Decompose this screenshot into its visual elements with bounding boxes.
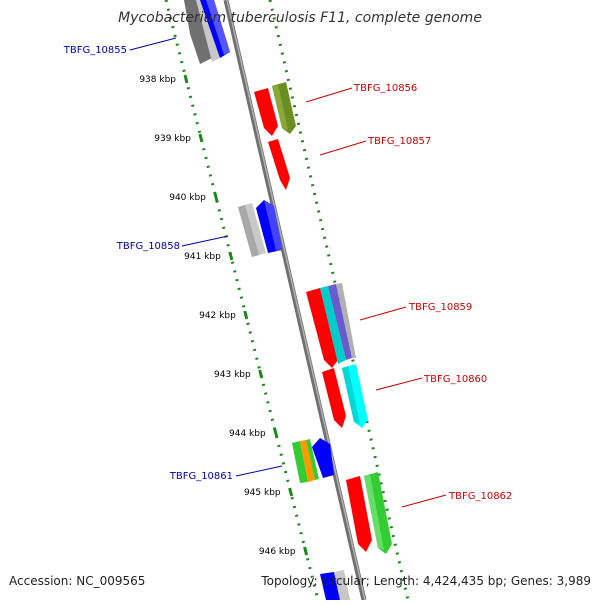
leader-tbfg-10860: [375, 377, 423, 391]
kbp-tick-mark: [198, 133, 204, 143]
leader-tbfg-10857: [319, 140, 367, 156]
gene-tbfg-10859-gray[interactable]: [336, 283, 356, 358]
kbp-tick-label: 940 kbp: [169, 193, 206, 203]
genome-summary-text: Topology: circular; Length: 4,424,435 bp…: [261, 574, 591, 588]
leader-tbfg-10859: [359, 306, 407, 321]
gene-tbfg-10856-red[interactable]: [254, 88, 278, 136]
gene-bottom-gray: [334, 570, 350, 600]
kbp-tick-label: 942 kbp: [199, 311, 236, 321]
kbp-tick-mark: [258, 369, 264, 379]
kbp-tick-mark: [288, 487, 294, 497]
gene-tbfg-10860-red[interactable]: [322, 368, 346, 428]
kbp-tick-mark: [213, 192, 219, 202]
gene-label-tbfg-10861[interactable]: TBFG_10861: [169, 471, 233, 482]
gene-tbfg-10858-gray-shade: [238, 205, 259, 257]
kbp-tick-label: 941 kbp: [184, 252, 221, 262]
gene-label-tbfg-10859[interactable]: TBFG_10859: [408, 302, 472, 313]
accession-text: Accession: NC_009565: [9, 574, 146, 588]
kbp-tick-label: 939 kbp: [154, 134, 191, 144]
gene-tbfg-10857[interactable]: [268, 139, 290, 190]
position-ticks: 938 kbp 939 kbp 940 kbp 941 kbp 942 kbp 943 k…: [139, 74, 309, 557]
gene-tbfg-10861-green[interactable]: [292, 441, 308, 483]
kbp-tick-mark: [273, 428, 279, 438]
genome-backbone: [223, 0, 367, 601]
gene-tbfg-10856-olive-shade: [272, 84, 288, 130]
gene-tbfg-10858-blue-shade: [264, 200, 282, 251]
gene-tbfg-10859-purple[interactable]: [328, 284, 352, 360]
kbp-tick-mark: [183, 74, 189, 84]
gene-label-tbfg-10862[interactable]: TBFG_10862: [448, 491, 512, 502]
gene-tbfg-10862-green-shade: [364, 474, 384, 550]
gene-tbfg-10861-green2[interactable]: [306, 439, 319, 480]
kbp-tick-label: 946 kbp: [259, 547, 296, 557]
genome-backbone-highlight: [226, 0, 366, 601]
kbp-tick-mark: [303, 546, 309, 556]
leader-tbfg-10858: [181, 235, 229, 247]
kbp-tick-label: 944 kbp: [229, 429, 266, 439]
gene-tbfg-10859-red[interactable]: [306, 288, 338, 368]
gene-tbfg-10860-cyan-shade: [342, 366, 360, 424]
gene-label-tbfg-10855[interactable]: TBFG_10855: [63, 45, 127, 56]
gene-tbfg-10859-cyan[interactable]: [320, 286, 346, 364]
gene-gray-light-top: [196, 0, 220, 62]
gene-bottom-blue: [320, 572, 340, 600]
gene-tbfg-10855-shade: [206, 0, 230, 55]
leader-tbfg-10862: [401, 494, 447, 508]
kbp-tick-label: 938 kbp: [139, 75, 176, 85]
gene-tbfg-10861-orange[interactable]: [300, 440, 315, 482]
gene-gray-dark-top: [184, 0, 212, 64]
kbp-tick-mark: [243, 310, 249, 320]
kbp-tick-label: 943 kbp: [214, 370, 251, 380]
gene-label-tbfg-10858[interactable]: TBFG_10858: [116, 241, 180, 252]
gene-label-tbfg-10857[interactable]: TBFG_10857: [367, 136, 431, 147]
genome-title: Mycobacterium tuberculosis F11, complete…: [118, 10, 482, 26]
kbp-tick-mark: [228, 251, 234, 261]
gene-label-tbfg-10856[interactable]: TBFG_10856: [353, 83, 417, 94]
gene-label-tbfg-10860[interactable]: TBFG_10860: [423, 374, 487, 385]
gene-tbfg-10862-red[interactable]: [346, 476, 372, 552]
leader-tbfg-10861: [235, 465, 283, 477]
leader-tbfg-10856: [305, 87, 353, 103]
kbp-tick-label: 945 kbp: [244, 488, 281, 498]
gene-tbfg-10861-blue[interactable]: [312, 438, 334, 478]
leader-tbfg-10855: [129, 37, 177, 51]
